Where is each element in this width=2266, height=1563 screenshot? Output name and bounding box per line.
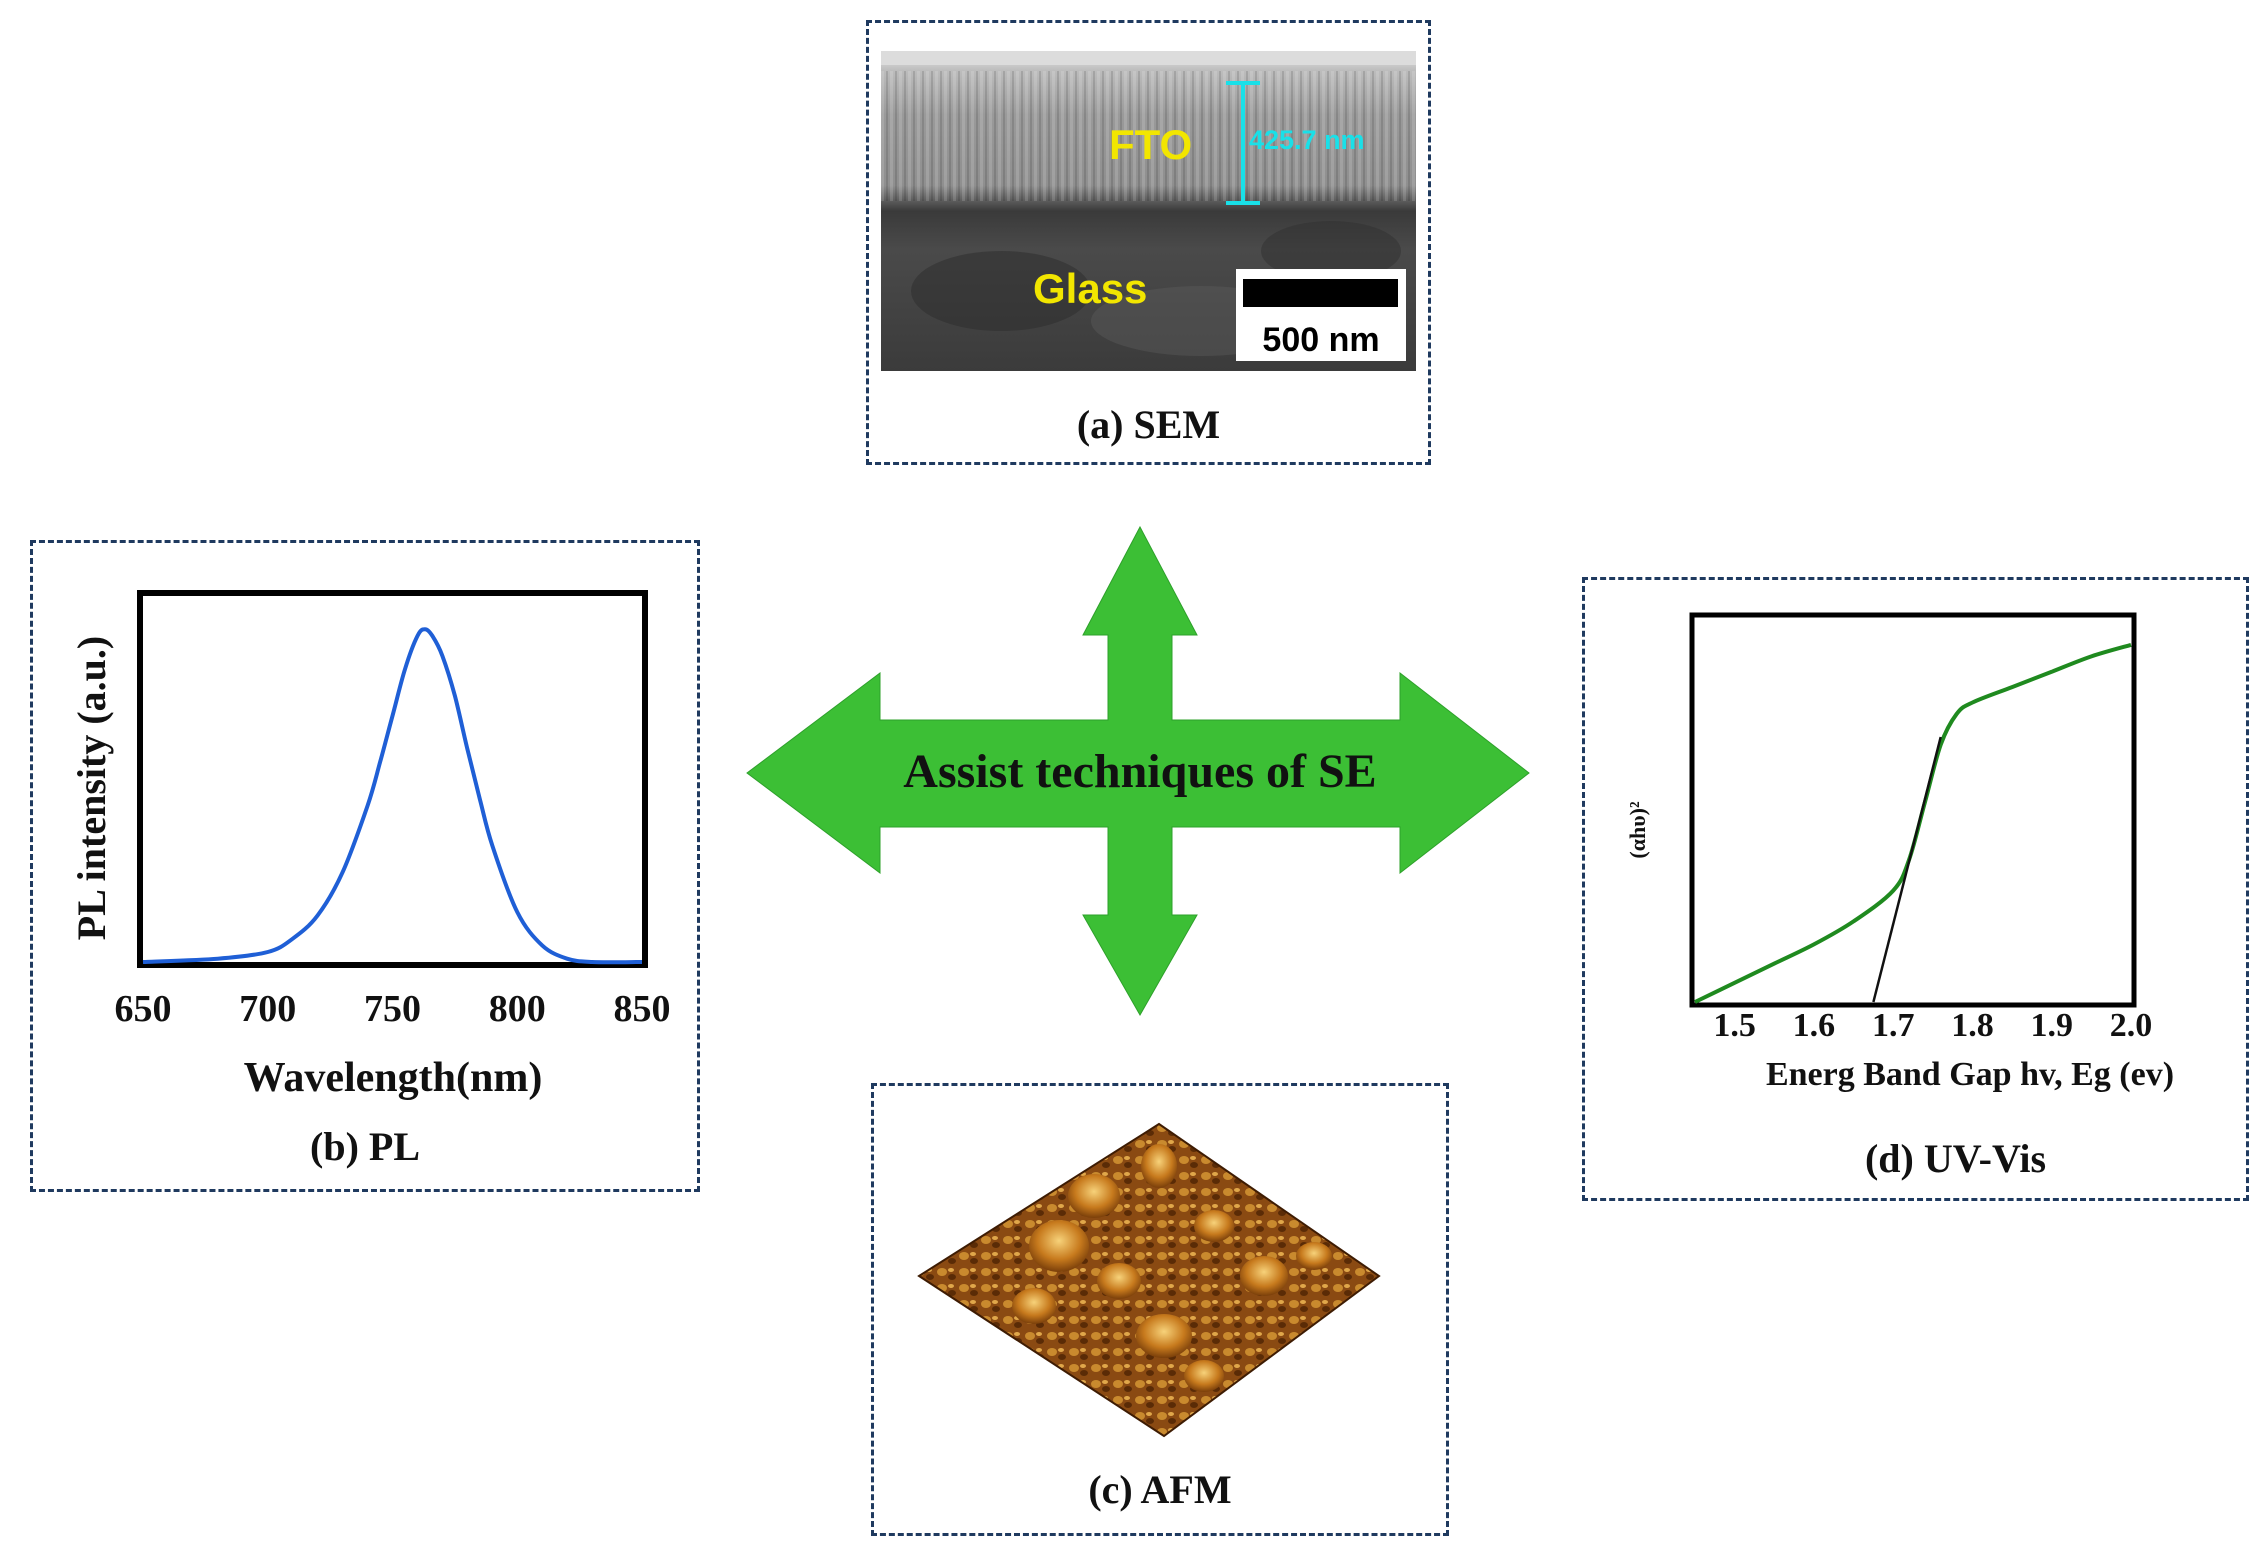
sem-image: FTO Glass 425.7 nm 500 nm: [881, 51, 1416, 371]
uv-xtick-label: 1.9: [2030, 1007, 2073, 1044]
uv-xtick-label: 1.6: [1793, 1007, 1836, 1044]
afm-image: [917, 1122, 1381, 1438]
pl-series-line: [142, 627, 643, 965]
thickness-marker: [1226, 81, 1260, 205]
pl-ylabel: PL intensity (a.u.): [69, 636, 114, 940]
uv-chart: (αhυ)² 1.5 1.6 1.7 1.8 1.9 2.0 Energ Band Gap…: [1625, 612, 2174, 1093]
center-label: Assist techniques of SE: [903, 745, 1376, 798]
pl-panel: PL intensity (a.u.) 650 700 750 800 850 Wave…: [30, 540, 700, 1192]
scale-bar-label: 500 nm: [1262, 321, 1379, 359]
pl-xtick-label: 850: [614, 988, 671, 1030]
uv-tangent-fit-line: [1872, 736, 1942, 1003]
uv-xtick-label: 1.8: [1951, 1007, 1994, 1044]
pl-plot-frame: [137, 590, 648, 968]
uv-plot-frame: [1689, 612, 2137, 1008]
cross-arrows: Assist techniques of SE: [746, 525, 1530, 1017]
sem-layer-glass: Glass: [1033, 265, 1147, 312]
uv-panel: (αhυ)² 1.5 1.6 1.7 1.8 1.9 2.0 Energ Band Gap…: [1582, 577, 2249, 1201]
uv-series-line: [1694, 642, 2132, 1004]
pl-chart: PL intensity (a.u.) 650 700 750 800 850 Wave…: [69, 590, 671, 1101]
uv-caption: (d) UV-Vis: [1864, 1136, 2047, 1181]
four-way-arrow-icon: [746, 525, 1530, 1017]
afm-peaks: [1012, 1144, 1332, 1392]
pl-caption: (b) PL: [310, 1124, 420, 1169]
uv-xtick-label: 1.7: [1872, 1007, 1915, 1044]
uv-xtick-label: 1.5: [1713, 1007, 1756, 1044]
scale-bar: [1243, 279, 1398, 307]
afm-panel: (c) AFM: [871, 1083, 1449, 1536]
sem-layer-fto: FTO: [1109, 121, 1192, 168]
pl-xtick-label: 750: [364, 988, 421, 1030]
pl-xtick-label: 800: [489, 988, 546, 1030]
pl-xlabel: Wavelength(nm): [244, 1055, 543, 1101]
sem-caption: (a) SEM: [1076, 402, 1221, 447]
pl-xtick-label: 700: [239, 988, 296, 1030]
uv-xtick-label: 2.0: [2110, 1007, 2153, 1044]
afm-surface: [919, 1124, 1379, 1436]
sem-panel: FTO Glass 425.7 nm 500 nm (a) SEM: [866, 20, 1431, 465]
afm-caption: (c) AFM: [1088, 1467, 1232, 1512]
uv-xlabel: Energ Band Gap hv, Eg (ev): [1766, 1056, 2174, 1093]
uv-ylabel: (αhυ)²: [1625, 801, 1650, 859]
pl-xtick-label: 650: [115, 988, 172, 1030]
thickness-label: 425.7 nm: [1249, 125, 1365, 155]
